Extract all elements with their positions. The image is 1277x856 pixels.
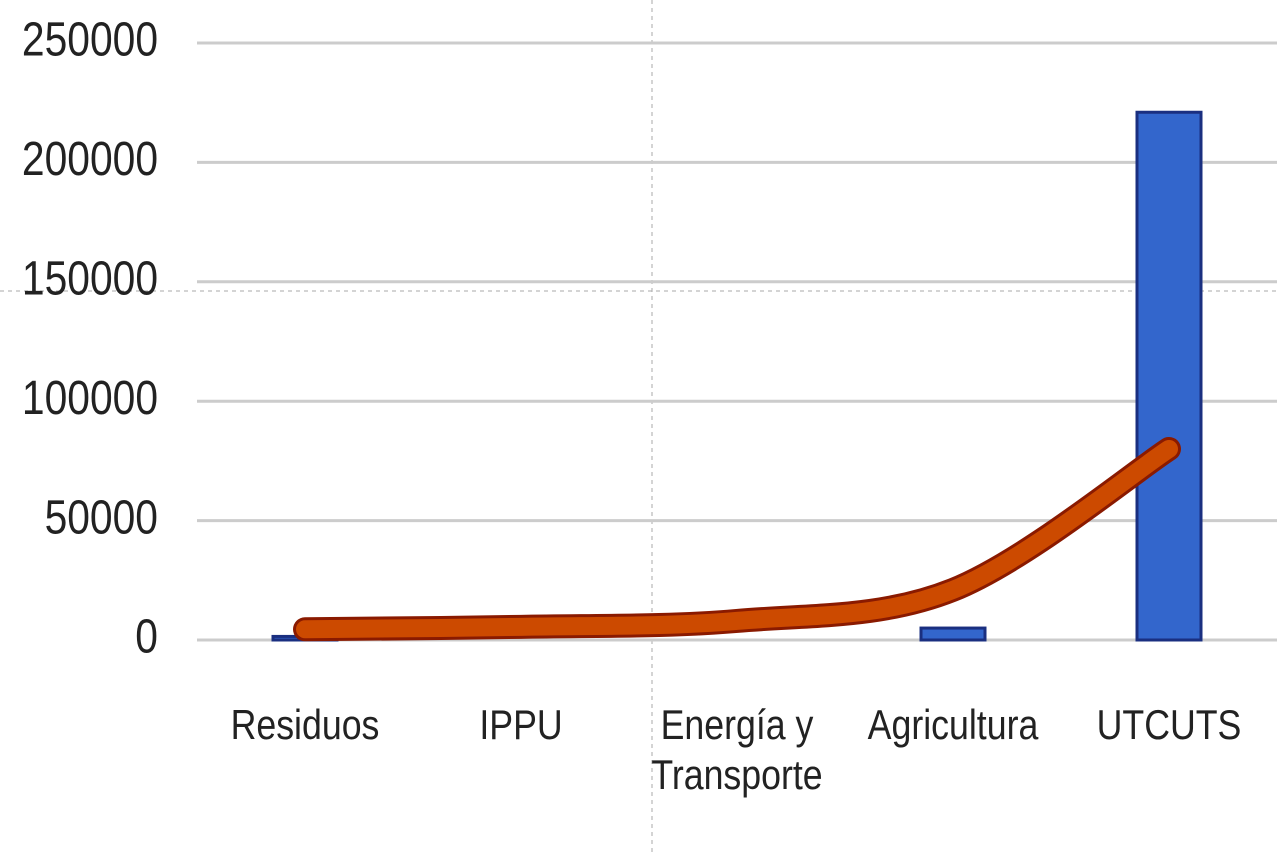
trend-line [296,439,1178,639]
x-tick-label: Agricultura [867,701,1039,748]
y-tick-label: 150000 [22,252,158,305]
x-tick-label: IPPU [479,701,563,748]
y-tick-label: 200000 [22,133,158,186]
x-tick-label: UTCUTS [1096,701,1242,748]
bar [1135,110,1203,642]
y-tick-label: 50000 [45,491,158,544]
bar [919,626,987,642]
y-tick-label: 100000 [22,372,158,425]
y-tick-label: 250000 [22,14,158,67]
x-tick-label: Residuos [230,701,380,748]
y-tick-label: 0 [135,611,158,664]
x-tick-label: Energía y Transporte [651,701,823,798]
